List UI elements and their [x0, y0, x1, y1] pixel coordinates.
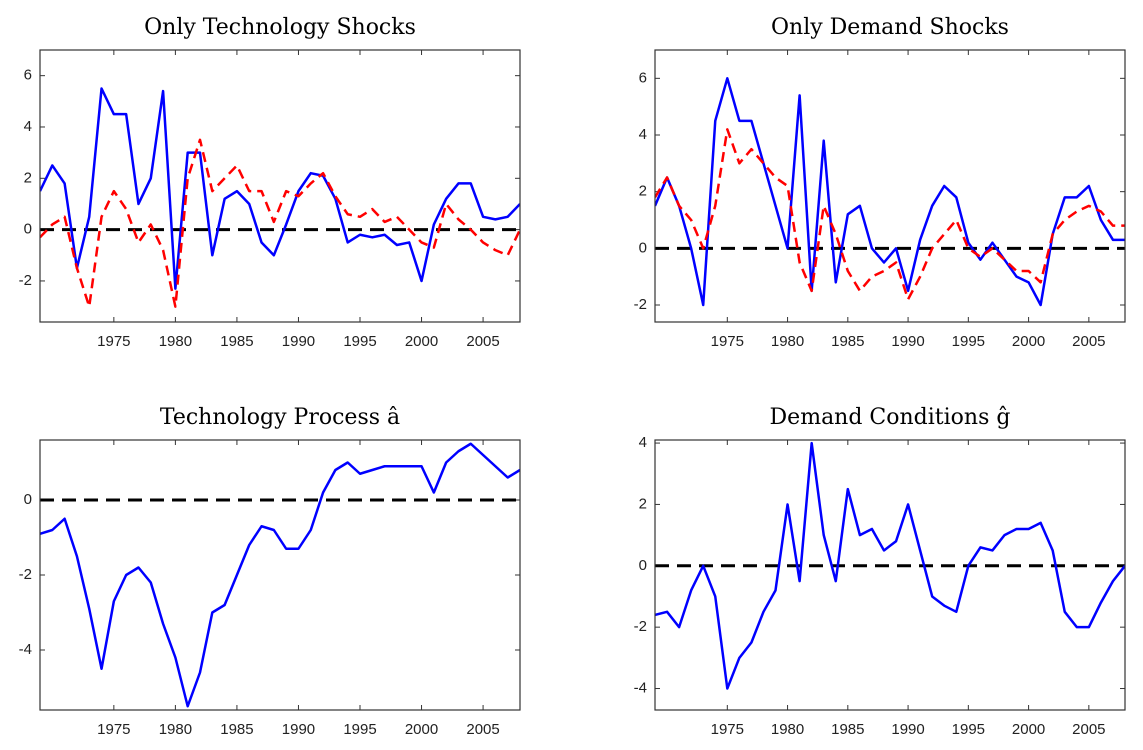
y-tick-label: -4	[19, 641, 32, 658]
y-tick-label: -2	[19, 272, 32, 289]
x-tick-label: 1990	[282, 333, 315, 350]
y-tick-label: 0	[639, 557, 647, 574]
y-tick-label: -2	[634, 618, 647, 635]
y-tick-label: 2	[24, 169, 32, 186]
y-tick-label: 0	[639, 239, 647, 256]
subplot-title: Only Technology Shocks	[144, 15, 416, 40]
axes-frame	[654, 49, 1126, 323]
plot-area	[655, 77, 1125, 307]
plot-area	[655, 441, 1125, 690]
x-tick-label: 2000	[1012, 721, 1045, 738]
x-tick-label: 1990	[891, 721, 924, 738]
y-tick-label: 0	[24, 221, 32, 238]
axes-frame	[39, 49, 521, 323]
x-tick-label: 1985	[220, 721, 253, 738]
y-tick-label: 2	[639, 495, 647, 512]
y-tick-label: -2	[634, 296, 647, 313]
x-tick-label: 2000	[405, 721, 438, 738]
axes-frame	[39, 439, 521, 711]
y-tick-label: -4	[634, 679, 647, 696]
x-tick-label: 1990	[282, 721, 315, 738]
x-tick-label: 1990	[891, 333, 924, 350]
x-tick-label: 1985	[220, 333, 253, 350]
x-tick-label: 2000	[1012, 333, 1045, 350]
subplot: Technology Process â -4 -2 0 1975 1980 1985 199…	[19, 405, 521, 738]
x-tick-label: 1980	[159, 333, 192, 350]
subplot: Only Demand Shocks -2 0 2 4 6 1975 1980 1985 1990…	[634, 15, 1126, 350]
x-tick-label: 1995	[343, 333, 376, 350]
plot-area	[40, 87, 520, 308]
x-tick-label: 1975	[711, 333, 744, 350]
series-line	[655, 441, 1125, 690]
series-line	[40, 138, 520, 308]
subplot-title: Demand Conditions ĝ	[770, 405, 1011, 430]
y-tick-label: 2	[639, 183, 647, 200]
axes-frame	[654, 439, 1126, 711]
series-line	[40, 442, 520, 708]
plot-area	[40, 442, 520, 708]
series-line	[655, 77, 1125, 307]
y-tick-label: 6	[24, 67, 32, 84]
y-tick-label: 6	[639, 69, 647, 86]
x-tick-label: 1975	[97, 721, 130, 738]
x-tick-label: 2000	[405, 333, 438, 350]
y-tick-label: 4	[639, 434, 647, 451]
x-tick-label: 2005	[1072, 721, 1105, 738]
y-tick-label: -2	[19, 566, 32, 583]
x-tick-label: 1980	[771, 333, 804, 350]
y-tick-label: 0	[24, 491, 32, 508]
series-line	[655, 128, 1125, 301]
subplot-title: Only Demand Shocks	[771, 15, 1009, 40]
y-tick-label: 4	[24, 118, 32, 135]
series-line	[40, 87, 520, 290]
x-tick-label: 1975	[711, 721, 744, 738]
x-tick-label: 1985	[831, 721, 864, 738]
x-tick-label: 1995	[343, 721, 376, 738]
x-tick-label: 1975	[97, 333, 130, 350]
subplot: Only Technology Shocks -2 0 2 4 6 1975 1980 1985…	[19, 15, 521, 350]
x-tick-label: 1995	[952, 333, 985, 350]
x-tick-label: 1995	[952, 721, 985, 738]
subplot-title: Technology Process â	[160, 405, 400, 430]
x-tick-label: 1985	[831, 333, 864, 350]
x-tick-label: 2005	[466, 721, 499, 738]
x-tick-label: 1980	[771, 721, 804, 738]
x-tick-label: 1980	[159, 721, 192, 738]
y-tick-label: 4	[639, 126, 647, 143]
x-tick-label: 2005	[466, 333, 499, 350]
x-tick-label: 2005	[1072, 333, 1105, 350]
subplot: Demand Conditions ĝ -4 -2 0 2 4 1975 1980 1985 19…	[634, 405, 1126, 738]
